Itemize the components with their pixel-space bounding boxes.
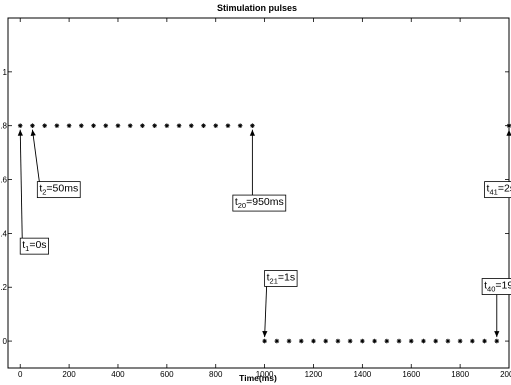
x-tick-label: 1600 <box>402 370 420 379</box>
pulse-marker <box>494 338 500 344</box>
pulse-annotation: t40=1950ms <box>481 278 511 338</box>
annotation-label: t21=1s <box>267 271 296 285</box>
pulse-marker <box>408 338 414 344</box>
pulse-marker <box>360 338 365 344</box>
pulse-marker <box>506 123 511 128</box>
x-axis-label: Time(ms) <box>239 373 277 383</box>
pulse-marker <box>445 338 451 344</box>
pulse-marker <box>66 123 72 128</box>
pulse-marker <box>127 123 133 128</box>
pulse-annotation: t2=50ms <box>30 129 81 199</box>
pulse-marker <box>225 123 231 128</box>
pulse-marker <box>250 123 255 128</box>
pulse-marker <box>188 123 194 128</box>
x-tick-label: 200 <box>62 370 76 379</box>
annotation-label: t1=0s <box>22 239 46 253</box>
pulse-annotation: t1=0s <box>17 129 49 255</box>
pulse-marker <box>213 123 219 128</box>
x-tick-label: 800 <box>209 370 223 379</box>
pulse-marker <box>470 338 475 344</box>
y-tick-label: 0 <box>3 337 8 346</box>
pulse-marker <box>396 338 402 344</box>
x-tick-label: 1000 <box>256 370 274 379</box>
pulse-marker <box>140 123 145 128</box>
x-tick-label: 600 <box>160 370 174 379</box>
y-tick-label: 1 <box>3 68 8 77</box>
plot-area <box>7 17 510 369</box>
pulse-annotation: t41=2s <box>484 129 511 199</box>
pulse-marker <box>421 338 426 344</box>
pulse-marker <box>347 338 353 344</box>
pulse-marker <box>457 338 463 344</box>
annotation-label: t20=950ms <box>235 196 284 210</box>
pulse-marker <box>103 123 109 128</box>
axis-ticks: 0 200 400 600 800 1000 1200 1400 1600 1800 2000 0 .2… <box>0 18 511 379</box>
pulse-marker <box>482 338 487 344</box>
pulse-marker <box>201 123 206 128</box>
pulse-marker <box>384 338 390 344</box>
pulse-marker <box>311 338 316 344</box>
annotation-label: t41=2s <box>487 183 511 197</box>
pulse-marker <box>152 123 157 128</box>
pulse-marker <box>323 338 329 344</box>
y-tick-label: .4 <box>0 229 7 238</box>
pulse-marker <box>164 123 170 128</box>
pulse-markers <box>17 123 511 344</box>
pulse-marker <box>115 123 121 128</box>
pulse-marker <box>433 338 438 344</box>
pulse-marker <box>262 338 267 344</box>
pulse-marker <box>30 123 35 128</box>
y-tick-label: .8 <box>0 122 7 131</box>
x-tick-label: 1200 <box>305 370 323 379</box>
pulse-marker <box>274 338 280 344</box>
pulse-marker <box>372 338 377 344</box>
x-tick-label: 2000 <box>500 370 511 379</box>
y-tick-label: .2 <box>0 283 7 292</box>
x-tick-label: 0 <box>18 370 23 379</box>
pulse-marker <box>237 123 243 128</box>
pulse-annotation: t21=1s <box>262 270 298 338</box>
pulse-marker <box>286 338 292 344</box>
pulse-marker <box>298 338 304 344</box>
x-tick-label: 1800 <box>451 370 469 379</box>
pulse-marker <box>54 123 60 128</box>
pulse-annotation: t20=950ms <box>232 129 287 212</box>
x-tick-label: 400 <box>111 370 125 379</box>
chart-title: Stimulation pulses <box>217 3 297 13</box>
pulse-marker <box>176 123 182 128</box>
pulse-marker <box>79 123 84 128</box>
annotation-label: t40=1950ms <box>484 280 511 294</box>
annotation-label: t2=50ms <box>39 183 78 197</box>
pulse-marker <box>335 338 341 344</box>
x-tick-label: 1400 <box>353 370 371 379</box>
pulse-marker <box>42 123 47 128</box>
annotations: t1=0s t2=50ms t20=950ms t21=1s t40=1950ms t41… <box>17 129 511 338</box>
pulse-marker <box>17 123 23 128</box>
y-tick-label: .6 <box>0 176 7 185</box>
pulse-marker <box>91 123 96 128</box>
